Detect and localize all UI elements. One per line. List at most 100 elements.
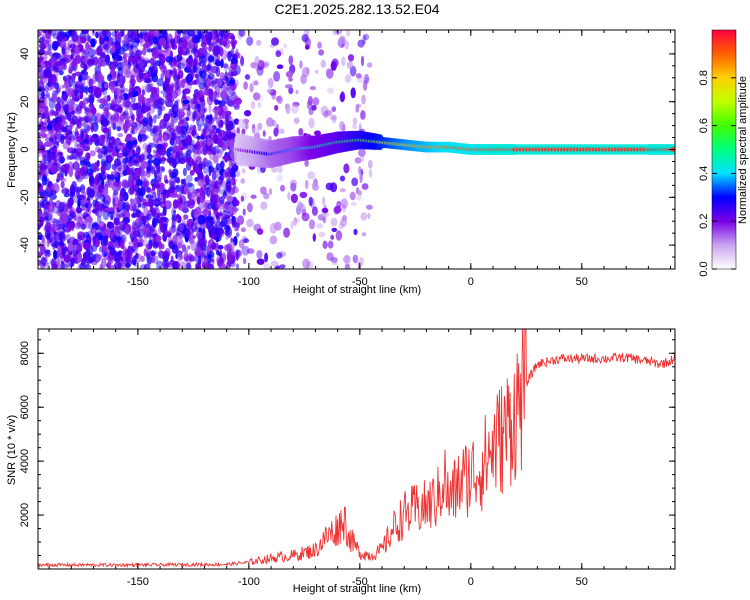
spectrogram-cell [85, 216, 93, 223]
spectrogram-cell [48, 51, 53, 57]
spectrogram-cell [129, 127, 138, 135]
spectrogram-cell [181, 30, 188, 35]
spectrogram-cell [187, 245, 191, 250]
spectrogram-cell [56, 96, 61, 104]
spectrogram-cell [40, 244, 46, 255]
spectrogram-cell [218, 262, 227, 269]
spectrogram-cell [215, 66, 221, 78]
spectrogram-cell [117, 167, 122, 172]
spectrogram-cell [340, 198, 348, 209]
spectrogram-cell [80, 166, 86, 177]
spectrogram-cell [76, 187, 80, 198]
spectrogram-cell [169, 192, 178, 198]
spectrogram-cell [132, 159, 139, 165]
spectrogram-y-ticks: -40 -20 0 20 40 [19, 29, 675, 270]
spectrogram-cell [55, 102, 61, 112]
spectrogram-cell [229, 89, 236, 97]
spectrogram-cell [111, 235, 119, 244]
spectrogram-cell [330, 217, 338, 227]
spectrogram-cell [95, 112, 102, 123]
spectrogram-cell [129, 50, 134, 56]
spectrogram-cell [191, 36, 195, 43]
spectrogram-cell [207, 160, 213, 171]
spectrogram-cell [232, 220, 238, 228]
spectrogram-cell [163, 120, 170, 129]
spectrogram-cell [219, 72, 225, 80]
spectrogram-cell [232, 70, 238, 77]
spectrogram-cell [169, 169, 173, 179]
spectrogram-cell [107, 94, 111, 102]
spectrogram-cell [85, 41, 90, 51]
spectrogram-cell [150, 238, 157, 247]
spectrogram-cell [270, 260, 279, 267]
y-tick-label: 2000 [19, 503, 31, 527]
spectrogram-cell [224, 244, 231, 252]
spectrogram-cell [157, 105, 163, 116]
spectrogram-cell [352, 123, 358, 129]
spectrogram-cell [60, 181, 65, 189]
spectrogram-cell [39, 209, 43, 214]
spectrogram-cell [59, 213, 68, 224]
spectrogram-cell [171, 43, 178, 50]
spectrogram-cell [196, 149, 203, 155]
spectrogram-cell [72, 108, 79, 113]
spectrogram-cell [197, 103, 201, 113]
spectrogram-cell [327, 240, 334, 249]
spectrogram-cell [235, 170, 241, 177]
spectrogram-cell [41, 169, 49, 177]
spectrogram-cell [236, 249, 243, 257]
spectrogram-cell [116, 209, 122, 220]
spectrogram-cell [150, 128, 156, 137]
spectrogram-cell [54, 60, 63, 67]
spectrogram-cell [321, 207, 329, 214]
spectrogram-cell [81, 171, 90, 180]
spectrogram-cell [51, 110, 60, 117]
spectrogram-cell [197, 214, 206, 225]
spectrogram-cell [84, 107, 92, 113]
spectrogram-cell [229, 167, 238, 178]
spectrogram-cell [107, 179, 113, 188]
spectrogram-cell [101, 138, 105, 147]
spectrogram-cell [135, 49, 143, 57]
spectrogram-cell [139, 96, 147, 102]
spectrogram-cell [104, 107, 109, 118]
spectrogram-cell [126, 133, 132, 139]
spectrogram-cell [240, 227, 246, 232]
spectrogram-cell [57, 246, 62, 252]
spectrogram-cell [55, 124, 61, 133]
spectrogram-cell [90, 122, 97, 128]
spectrogram-cell [45, 136, 50, 142]
spectrogram-cell [74, 107, 83, 115]
spectrogram-cell [343, 163, 350, 174]
spectrogram-cell [106, 221, 115, 230]
spectrogram-cell [252, 92, 261, 101]
spectrogram-cell [83, 63, 88, 72]
spectrogram-cell [122, 180, 130, 188]
spectrogram-cell [280, 184, 285, 192]
spectrogram-cell [275, 123, 279, 133]
spectrogram-cell [227, 99, 235, 106]
spectrogram-cell [199, 96, 205, 103]
spectrogram-cell [216, 249, 220, 256]
spectrogram-cell [226, 178, 231, 185]
spectrogram-cell [109, 227, 115, 233]
spectrogram-cell [81, 257, 86, 267]
spectrogram-cell [135, 145, 141, 156]
spectrogram-cell [227, 51, 232, 62]
spectrogram-cell [171, 168, 179, 177]
spectrogram-cell [269, 222, 277, 234]
spectrogram-cell [139, 153, 144, 161]
spectrogram-cell [132, 140, 138, 145]
spectrogram-cell [225, 123, 230, 132]
spectrogram-cell [235, 48, 239, 59]
spectrogram-cell [202, 129, 206, 141]
spectrogram-cell [155, 235, 162, 242]
spectrogram-cell [131, 222, 138, 231]
spectrogram-cell [308, 219, 316, 230]
spectrogram-cell [293, 216, 298, 227]
spectrogram-cell [123, 34, 129, 45]
y-tick-label: 4000 [19, 449, 31, 473]
y-tick-label: 8000 [19, 341, 31, 365]
spectrogram-cell [52, 52, 61, 58]
spectrogram-cell [342, 123, 346, 134]
